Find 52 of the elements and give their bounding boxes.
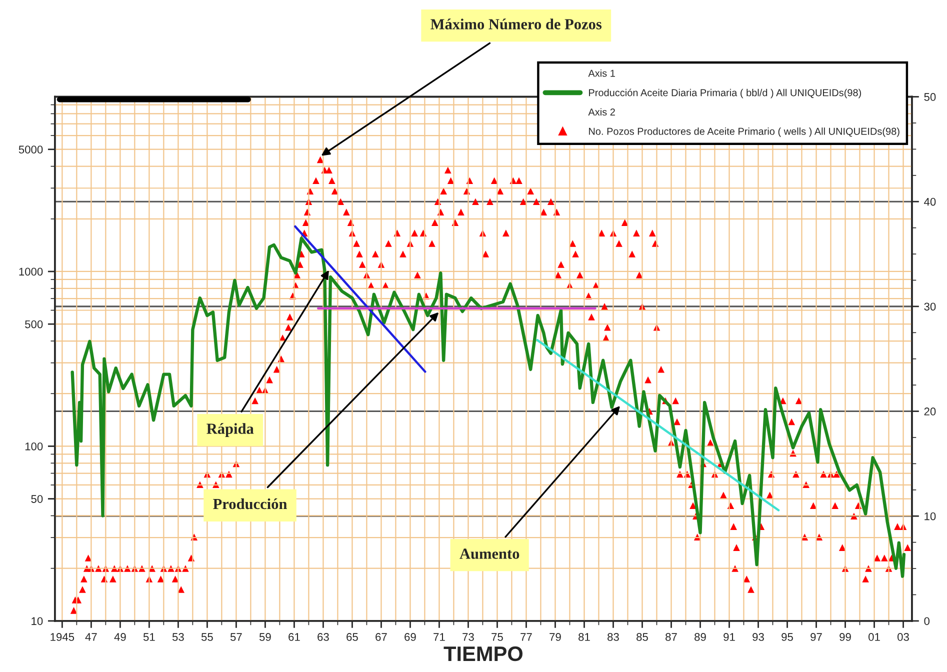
x-axis-title: TIEMPO <box>444 646 522 662</box>
y-tick-label: 100 <box>25 442 43 450</box>
x-tick-label: 67 <box>376 633 387 641</box>
x-tick-label: 59 <box>259 633 271 641</box>
x-tick-label: 99 <box>840 633 851 641</box>
y-tick-label: 5000 <box>18 146 43 154</box>
x-tick-label: 55 <box>201 633 213 641</box>
x-tick-label: 77 <box>520 633 532 641</box>
x-tick-label: 93 <box>752 633 764 641</box>
annotation: Máximo Número de Pozos <box>430 18 602 30</box>
x-tick-label: 61 <box>288 633 300 641</box>
y2-tick-label: 40 <box>924 198 936 206</box>
x-tick-label: 49 <box>114 633 126 641</box>
x-tick-label: 95 <box>782 633 793 641</box>
x-tick-label: 71 <box>434 633 445 641</box>
y-tick-label: 50 <box>31 495 43 503</box>
y-tick-label: 500 <box>25 320 43 328</box>
x-tick-label: 97 <box>810 633 822 641</box>
y-tick-label: 10 <box>32 617 43 626</box>
y2-tick-label: 0 <box>924 617 930 626</box>
x-tick-label: 89 <box>694 633 706 641</box>
x-tick-label: 65 <box>346 633 358 641</box>
y2-tick-label: 20 <box>924 408 936 416</box>
y-tick-label: 1000 <box>19 268 43 276</box>
annotation: Aumento <box>460 548 520 559</box>
legend-label: Producción Aceite Diaria Primaria ( bbl/d ) All UNIQUEIDs(98) <box>589 88 862 98</box>
annotation: Axis 2 <box>588 108 615 116</box>
x-tick-label: 85 <box>636 633 648 641</box>
x-tick-label: 57 <box>230 633 242 641</box>
x-tick-label: 73 <box>462 633 474 641</box>
x-tick-label: 51 <box>143 633 155 641</box>
x-tick-label: 53 <box>172 633 184 641</box>
annotation: Rápida <box>206 423 254 438</box>
y2-tick-label: 10 <box>924 512 936 520</box>
x-tick-label: 1945 <box>50 633 74 641</box>
x-tick-label: 47 <box>85 633 97 641</box>
x-tick-label: 69 <box>404 633 416 641</box>
x-tick-label: 03 <box>898 633 909 641</box>
x-tick-label: 91 <box>724 633 735 641</box>
x-tick-label: 79 <box>550 633 561 641</box>
legend-label: No. Pozos Productores de Aceite Primario ( wells ) All UNIQUEIDs(98) <box>589 128 900 137</box>
x-tick-label: 83 <box>608 633 619 641</box>
line-series <box>70 236 906 578</box>
annotation: Producción <box>213 498 287 510</box>
x-tick-label: 81 <box>578 633 590 641</box>
text: Axis 1 <box>588 69 615 77</box>
x-tick-label: 63 <box>318 633 329 641</box>
x-tick-label: 01 <box>868 633 880 641</box>
y2-tick-label: 50 <box>924 93 936 101</box>
x-tick-label: 75 <box>492 633 503 641</box>
x-tick-label: 87 <box>666 633 677 641</box>
y2-tick-label: 30 <box>924 302 936 311</box>
